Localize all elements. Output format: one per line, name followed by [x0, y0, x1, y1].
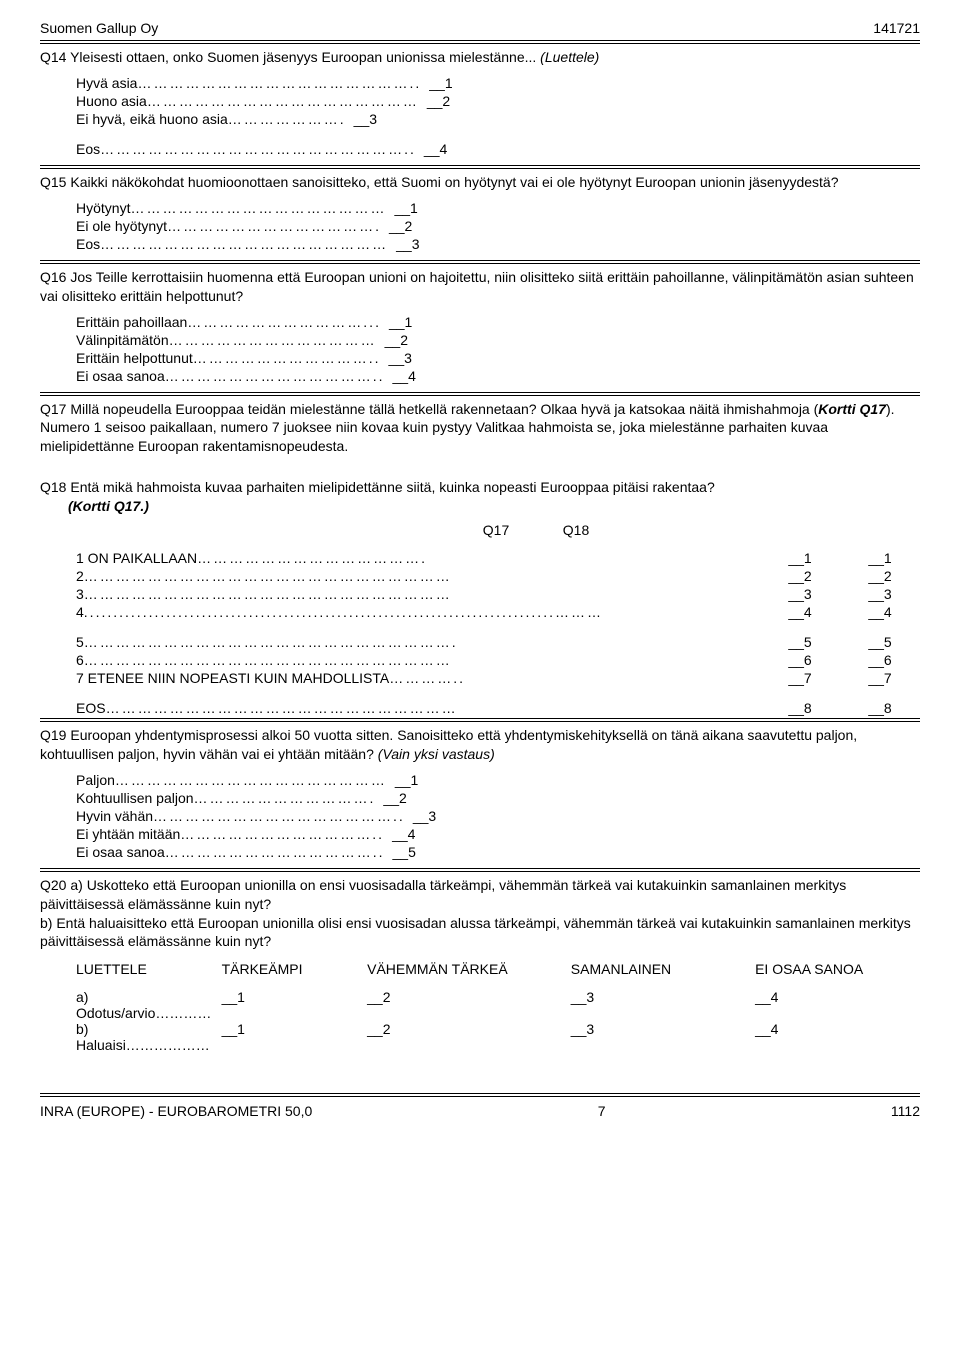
divider [40, 260, 920, 261]
divider [40, 165, 920, 166]
q18-rows-group2: 5…………………………………………………………….__5__5 6…………………… [40, 634, 920, 686]
divider [40, 1093, 920, 1094]
q19-text: Q19 Euroopan yhdentymisprosessi alkoi 50… [40, 726, 920, 764]
twocol-row-eos: EOS…………………………………………………………__8__8 [76, 700, 920, 716]
option-row: Erittäin helpottunut……………………………..__3 [76, 350, 920, 366]
q20-row: a) Odotus/arvio………… __1 __2 __3 __4 [76, 989, 920, 1021]
q18-text-a: Q18 Entä mikä hahmoista kuvaa parhaiten … [40, 479, 715, 495]
twocol-row: 3……………………………………………………………__3__3 [76, 586, 920, 602]
divider [40, 1096, 920, 1097]
q17-text-a: Q17 Millä nopeudella Eurooppaa teidän mi… [40, 401, 818, 417]
divider [40, 868, 920, 869]
divider [40, 43, 920, 44]
option-row: Eos………………………………………………__3 [76, 236, 920, 252]
q20-text: Q20 a) Uskotteko että Euroopan unionilla… [40, 876, 920, 952]
q19-options: Paljon……………………………………………__1 Kohtuullisen … [76, 772, 920, 860]
option-row: Paljon……………………………………………__1 [76, 772, 920, 788]
q14-text-italic: (Luettele) [540, 49, 599, 65]
divider [40, 721, 920, 722]
option-row: Hyvä asia……………………………………………..__1 [76, 75, 920, 91]
twocol-row: 2……………………………………………………………__2__2 [76, 568, 920, 584]
option-row: Ei yhtään mitään………………………………..__4 [76, 826, 920, 842]
q18-text: Q18 Entä mikä hahmoista kuvaa parhaiten … [40, 478, 920, 516]
option-row-eos: Eos…………………………………………………..__4 [76, 141, 920, 157]
q14-options: Hyvä asia……………………………………………..__1 Huono as… [76, 75, 920, 157]
option-row: Hyvin vähän………………………………………..__3 [76, 808, 920, 824]
page-footer: INRA (EUROPE) - EUROBAROMETRI 50,0 7 111… [40, 1103, 920, 1119]
option-row: Ei osaa sanoa…………………………………..__4 [76, 368, 920, 384]
q18-kortti: (Kortti Q17.) [68, 498, 149, 514]
divider [40, 263, 920, 264]
q15-text: Q15 Kaikki näkökohdat huomioonottaen san… [40, 173, 920, 192]
q17-text: Q17 Millä nopeudella Eurooppaa teidän mi… [40, 400, 920, 457]
twocol-row: 1 ON PAIKALLAAN…………………………………….__1__1 [76, 550, 920, 566]
twocol-row: 6……………………………………………………………__6__6 [76, 652, 920, 668]
option-row: Kohtuullisen paljon…………………………….__2 [76, 790, 920, 806]
divider [40, 168, 920, 169]
header-left: Suomen Gallup Oy [40, 20, 158, 36]
option-row: Ei ole hyötynyt………………………………….__2 [76, 218, 920, 234]
q17-kortti: Kortti Q17 [818, 401, 886, 417]
q20-table: LUETTELE TÄRKEÄMPI VÄHEMMÄN TÄRKEÄ SAMAN… [76, 961, 920, 1053]
option-row: Välinpitämätön…………………………………__2 [76, 332, 920, 348]
footer-left: INRA (EUROPE) - EUROBAROMETRI 50,0 [40, 1103, 312, 1119]
page-header: Suomen Gallup Oy 141721 [40, 20, 920, 36]
q14-text-a: Q14 Yleisesti ottaen, onko Suomen jäseny… [40, 49, 540, 65]
twocol-row: 4.......................................… [76, 604, 920, 620]
divider [40, 392, 920, 393]
twocol-row: 5…………………………………………………………….__5__5 [76, 634, 920, 650]
q15-options: Hyötynyt…………………………………………__1 Ei ole hyöty… [76, 200, 920, 252]
option-row: Huono asia……………………………………………__2 [76, 93, 920, 109]
q18-column-head: Q17 Q18 [76, 522, 920, 538]
header-right: 141721 [873, 20, 920, 36]
q19-text-italic: (Vain yksi vastaus) [378, 746, 495, 762]
q20-head: LUETTELE TÄRKEÄMPI VÄHEMMÄN TÄRKEÄ SAMAN… [76, 961, 920, 977]
q16-options: Erittäin pahoillaan……………………………...__1 Väl… [76, 314, 920, 384]
twocol-row: 7 ETENEE NIIN NOPEASTI KUIN MAHDOLLISTA…… [76, 670, 920, 686]
divider [40, 395, 920, 396]
footer-center: 7 [598, 1103, 606, 1119]
divider [40, 718, 920, 719]
q18-rows-group1: 1 ON PAIKALLAAN…………………………………….__1__1 2……… [40, 550, 920, 620]
q20-row: b) Haluaisi……………… __1 __2 __3 __4 [76, 1021, 920, 1053]
page: Suomen Gallup Oy 141721 Q14 Yleisesti ot… [0, 0, 960, 1149]
divider [40, 871, 920, 872]
footer-right: 1112 [891, 1103, 920, 1119]
option-row: Hyötynyt…………………………………………__1 [76, 200, 920, 216]
q14-text: Q14 Yleisesti ottaen, onko Suomen jäseny… [40, 48, 920, 67]
divider [40, 40, 920, 41]
option-row: Ei osaa sanoa…………………………………..__5 [76, 844, 920, 860]
option-row: Erittäin pahoillaan……………………………...__1 [76, 314, 920, 330]
option-row: Ei hyvä, eikä huono asia………………….__3 [76, 111, 920, 127]
q16-text: Q16 Jos Teille kerrottaisiin huomenna et… [40, 268, 920, 306]
